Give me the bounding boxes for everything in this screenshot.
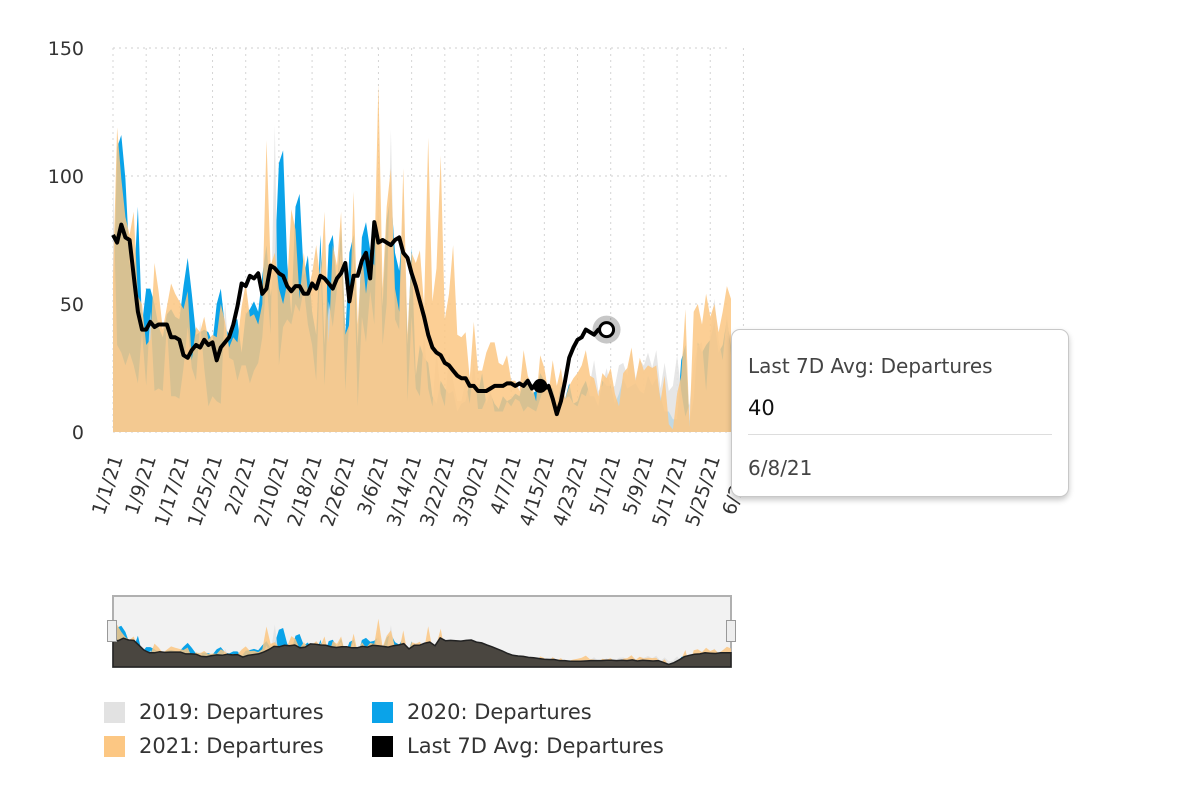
tooltip-value: 40 <box>748 396 775 420</box>
tooltip-date: 6/8/21 <box>748 456 813 480</box>
tooltip: Last 7D Avg: Departures 40 6/8/21 <box>731 329 1069 497</box>
legend-label-7d-avg: Last 7D Avg: Departures <box>407 734 664 758</box>
y-tick-label: 50 <box>60 294 84 316</box>
legend-swatch-2020 <box>372 701 393 723</box>
y-axis-ticks: 0 50 100 150 <box>48 38 84 444</box>
x-axis-ticks: 1/1/211/9/211/17/211/25/212/2/212/10/212… <box>88 453 758 529</box>
markers <box>533 315 621 393</box>
legend-swatch-2021 <box>104 735 125 757</box>
navigator-left-handle[interactable] <box>107 620 117 642</box>
y-tick-label: 150 <box>48 38 84 60</box>
legend-label-2019: 2019: Departures <box>139 700 324 724</box>
legend-item-7d-avg[interactable]: Last 7D Avg: Departures <box>372 732 692 760</box>
tooltip-series-name: Last 7D Avg: Departures <box>748 354 993 378</box>
navigator-right-handle[interactable] <box>726 620 736 642</box>
series-group <box>111 83 731 433</box>
legend-item-2020[interactable]: 2020: Departures <box>372 698 692 726</box>
legend: 2019: Departures 2020: Departures 2021: … <box>104 698 724 760</box>
legend-item-2021[interactable]: 2021: Departures <box>104 732 372 760</box>
tooltip-divider <box>748 434 1052 435</box>
y-tick-label: 0 <box>72 422 84 444</box>
legend-swatch-2019 <box>104 701 125 723</box>
hover-point <box>598 321 616 339</box>
y-tick-label: 100 <box>48 166 84 188</box>
avg-marker-point <box>533 378 548 393</box>
series-7d-avg-line <box>111 220 607 417</box>
legend-item-2019[interactable]: 2019: Departures <box>104 698 372 726</box>
legend-label-2020: 2020: Departures <box>407 700 592 724</box>
navigator-avg-area <box>112 636 732 668</box>
navigator[interactable] <box>112 595 732 668</box>
legend-label-2021: 2021: Departures <box>139 734 324 758</box>
legend-swatch-7d-avg <box>372 735 393 757</box>
series-2021-area <box>113 83 731 433</box>
